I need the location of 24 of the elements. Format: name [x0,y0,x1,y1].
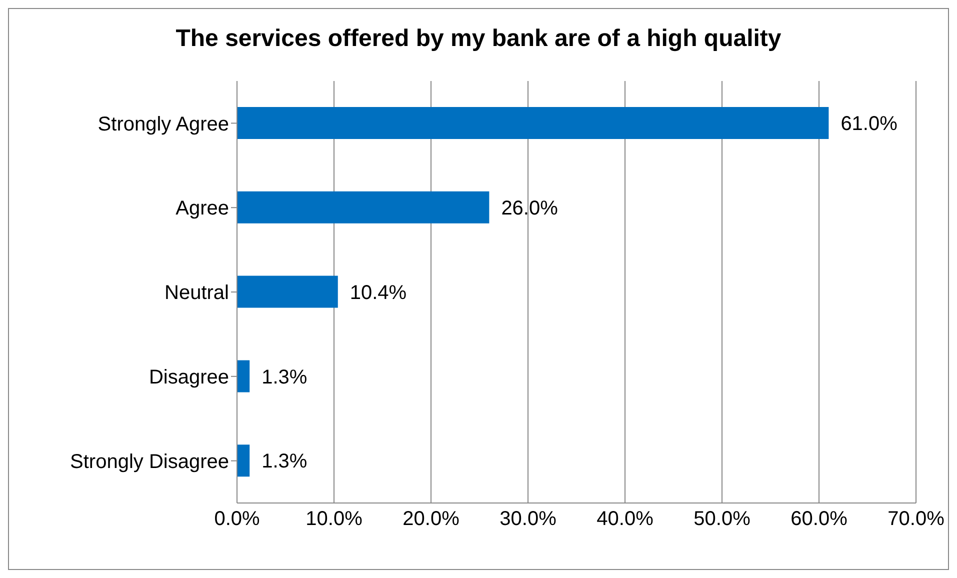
data-label: 26.0% [501,198,558,220]
data-label: 10.4% [350,282,407,304]
y-tick-label: Neutral [164,282,229,304]
bar [237,276,338,308]
data-label: 1.3% [262,366,308,388]
chart-title: The services offered by my bank are of a high quality [174,25,782,53]
y-tick-label: Strongly Disagree [70,450,229,473]
y-tick-label: Agree [176,198,229,220]
x-tick-label: 40.0% [596,508,654,530]
bar [237,107,829,139]
x-tick-label: 50.0% [694,508,751,530]
x-tick-label: 20.0% [402,508,460,530]
bar [237,444,250,477]
y-tick-label: Strongly Agree [98,113,229,136]
bar [237,191,490,224]
x-tick-label: 30.0% [500,508,557,530]
x-tick-label: 10.0% [306,508,363,530]
bar [237,360,250,392]
x-tick-label: 60.0% [790,508,848,530]
data-label: 61.0% [840,113,898,136]
data-label: 1.3% [262,450,308,473]
y-tick-label: Disagree [148,366,229,388]
x-tick-label: 0.0% [214,508,260,530]
x-tick-label: 70.0% [888,508,945,530]
